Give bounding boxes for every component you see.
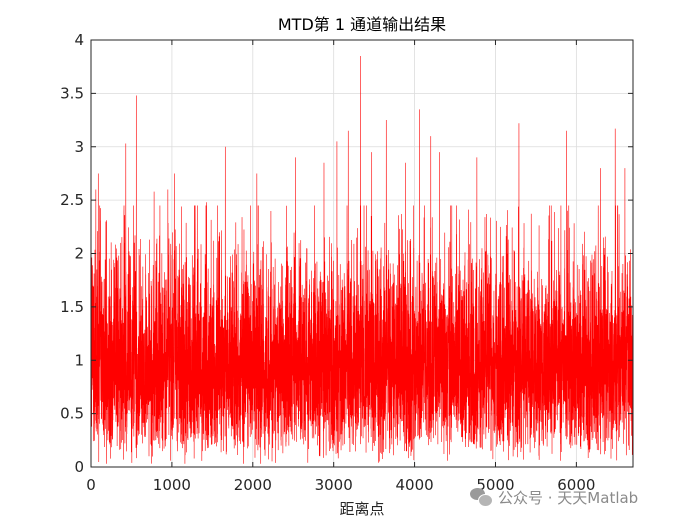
x-axis-label: 距离点 <box>339 500 384 518</box>
y-tick-label: 0 <box>74 458 84 476</box>
y-tick-label: 1 <box>74 351 84 369</box>
x-tick-label: 6000 <box>557 476 595 494</box>
x-tick-label: 1000 <box>153 476 191 494</box>
plot-area[interactable] <box>90 56 634 464</box>
x-tick-label: 0 <box>86 476 96 494</box>
y-tick-label: 1.5 <box>60 298 84 316</box>
x-tick-label: 4000 <box>395 476 433 494</box>
y-tick-label: 2.5 <box>60 191 84 209</box>
y-tick-label: 3.5 <box>60 84 84 102</box>
x-tick-label: 3000 <box>315 476 353 494</box>
y-tick-label: 0.5 <box>60 405 84 423</box>
watermark-text: 公众号 · 天天Matlab <box>498 488 639 507</box>
watermark: 公众号 · 天天Matlab <box>470 484 638 510</box>
axis-ticks: 0 1000 2000 3000 4000 5000 6000 0 0.5 1 1.5 2 2.5 3 3.… <box>60 31 633 494</box>
y-tick-label: 3 <box>74 138 84 156</box>
x-tick-label: 5000 <box>476 476 514 494</box>
y-tick-label: 4 <box>74 31 84 49</box>
series-line <box>90 56 634 464</box>
y-tick-label: 2 <box>74 245 84 263</box>
wechat-icon <box>470 488 493 507</box>
chart-title: MTD第 1 通道输出结果 <box>278 15 446 34</box>
x-tick-label: 2000 <box>234 476 272 494</box>
